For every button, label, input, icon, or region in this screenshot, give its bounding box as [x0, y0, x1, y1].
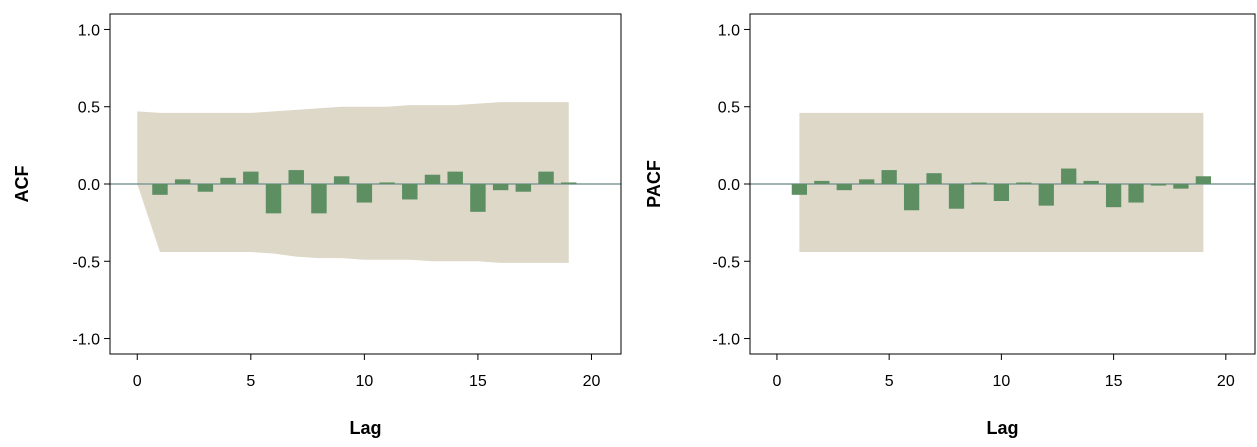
acf-y-tick-label: -1.0: [72, 332, 100, 349]
pacf-x-tick-label: 20: [1217, 373, 1235, 390]
acf-bar-lag-17: [515, 184, 532, 192]
acf-y-tick-label: 0.0: [78, 177, 100, 194]
acf-y-axis-title: ACF: [12, 166, 32, 203]
pacf-x-tick-label: 5: [885, 373, 894, 390]
pacf-bar-lag-3: [836, 184, 852, 191]
pacf-bar-lag-8: [948, 184, 965, 209]
pacf-bar-lag-15: [1105, 184, 1122, 208]
pacf-x-tick-label: 15: [1105, 373, 1123, 390]
acf-bar-lag-9: [333, 176, 350, 184]
pacf-panel: 1.0 0.5 0.0 -0.5 -1.0 0 5 10 15 20 Lag PACF: [644, 13, 1256, 438]
pacf-x-axis-title: Lag: [986, 418, 1018, 438]
acf-bar-lag-3: [197, 184, 214, 192]
pacf-bar-lag-11: [1016, 182, 1032, 184]
pacf-y-tick-label: -0.5: [712, 254, 740, 271]
pacf-bar-lag-14: [1083, 180, 1099, 184]
acf-bar-lag-8: [311, 184, 327, 214]
acf-x-tick-label: 0: [133, 373, 142, 390]
pacf-bar-lag-5: [881, 170, 897, 184]
acf-bar-lag-5: [243, 171, 259, 184]
acf-bar-lag-11: [379, 182, 395, 184]
acf-bar-lag-13: [424, 174, 441, 184]
pacf-bar-lag-2: [814, 180, 830, 184]
pacf-x-tick-label: 10: [992, 373, 1010, 390]
acf-x-axis-title: Lag: [349, 418, 381, 438]
acf-bar-lag-10: [356, 184, 373, 203]
pacf-bar-lag-9: [971, 182, 987, 184]
pacf-bar-lag-7: [926, 173, 942, 184]
pacf-y-axis-title: PACF: [644, 160, 664, 208]
acf-bar-lag-18: [538, 171, 554, 184]
pacf-y-tick-label: 0.5: [718, 100, 740, 117]
pacf-confidence-band: [799, 112, 1204, 252]
acf-y-tick-label: 0.5: [78, 100, 100, 117]
pacf-bar-lag-18: [1173, 184, 1189, 189]
acf-x-tick-label: 5: [246, 373, 255, 390]
acf-bar-lag-7: [288, 170, 304, 184]
acf-bar-lag-16: [492, 184, 509, 191]
pacf-bar-lag-17: [1150, 184, 1167, 186]
acf-bar-lag-14: [447, 171, 463, 184]
acf-y-tick-label: 1.0: [78, 22, 100, 39]
acf-panel: 1.0 0.5 0.0 -0.5 -1.0 0 5 10 15 20 Lag ACF: [12, 13, 622, 438]
pacf-y-tick-label: 1.0: [718, 22, 740, 39]
acf-bar-lag-4: [220, 177, 236, 184]
pacf-bar-lag-19: [1195, 176, 1212, 184]
acf-bar-lag-6: [265, 184, 282, 214]
pacf-bar-lag-4: [859, 179, 875, 184]
acf-bar-lag-12: [402, 184, 418, 200]
pacf-bar-lag-16: [1128, 184, 1144, 203]
acf-x-tick-label: 15: [469, 373, 487, 390]
acf-bar-lag-1: [152, 184, 168, 195]
acf-bar-lag-2: [174, 179, 191, 184]
pacf-y-tick-label: 0.0: [718, 177, 740, 194]
acf-x-tick-label: 10: [355, 373, 373, 390]
acf-bar-lag-15: [470, 184, 486, 212]
pacf-bar-lag-1: [791, 184, 808, 195]
pacf-x-tick-label: 0: [772, 373, 781, 390]
pacf-bar-lag-12: [1038, 184, 1054, 206]
acf-bar-lag-19: [561, 182, 577, 184]
acf-confidence-band: [137, 102, 569, 263]
pacf-bar-lag-6: [903, 184, 920, 211]
pacf-y-tick-label: -1.0: [712, 332, 740, 349]
acf-y-tick-label: -0.5: [72, 254, 100, 271]
pacf-bar-lag-10: [993, 184, 1010, 201]
pacf-bar-lag-13: [1061, 168, 1077, 184]
acf-x-tick-label: 20: [583, 373, 601, 390]
